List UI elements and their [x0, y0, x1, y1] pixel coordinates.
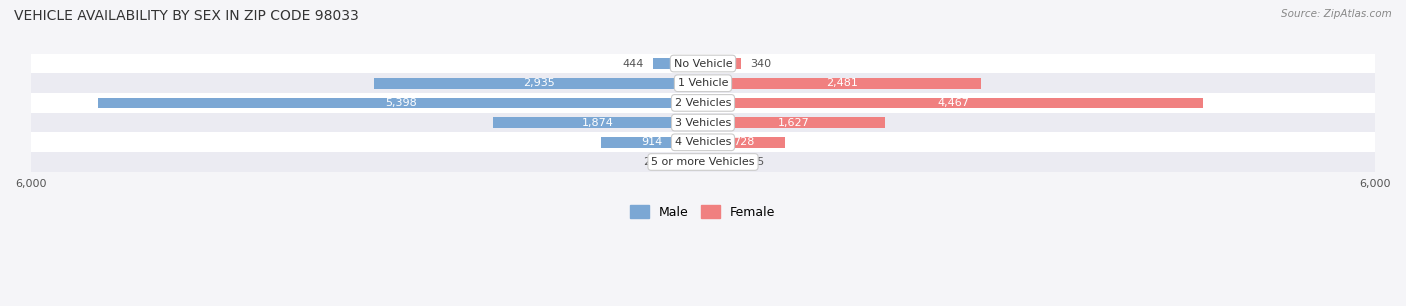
Bar	[703, 117, 886, 128]
Bar	[31, 132, 1375, 152]
Text: Source: ZipAtlas.com: Source: ZipAtlas.com	[1281, 9, 1392, 19]
Bar	[31, 113, 1375, 132]
Bar	[374, 78, 703, 89]
Bar	[600, 137, 703, 148]
Text: 2 Vehicles: 2 Vehicles	[675, 98, 731, 108]
Text: 1 Vehicle: 1 Vehicle	[678, 78, 728, 88]
Text: 275: 275	[742, 157, 763, 167]
Text: 1,627: 1,627	[779, 118, 810, 128]
Bar	[494, 117, 703, 128]
Text: 914: 914	[641, 137, 662, 147]
Bar	[703, 78, 981, 89]
Text: 2,935: 2,935	[523, 78, 554, 88]
Text: 4 Vehicles: 4 Vehicles	[675, 137, 731, 147]
Text: 4,467: 4,467	[938, 98, 969, 108]
Bar	[703, 137, 785, 148]
Bar	[31, 73, 1375, 93]
Text: 340: 340	[749, 58, 770, 69]
Bar	[31, 54, 1375, 73]
Text: VEHICLE AVAILABILITY BY SEX IN ZIP CODE 98033: VEHICLE AVAILABILITY BY SEX IN ZIP CODE …	[14, 9, 359, 23]
Bar	[31, 152, 1375, 172]
Bar	[673, 157, 703, 167]
Legend: Male, Female: Male, Female	[630, 205, 776, 219]
Text: 728: 728	[733, 137, 755, 147]
Bar	[703, 58, 741, 69]
Bar	[654, 58, 703, 69]
Text: No Vehicle: No Vehicle	[673, 58, 733, 69]
Text: 5,398: 5,398	[385, 98, 416, 108]
Bar	[703, 98, 1204, 108]
Text: 444: 444	[623, 58, 644, 69]
Text: 3 Vehicles: 3 Vehicles	[675, 118, 731, 128]
Text: 265: 265	[643, 157, 665, 167]
Text: 1,874: 1,874	[582, 118, 614, 128]
Text: 5 or more Vehicles: 5 or more Vehicles	[651, 157, 755, 167]
Bar	[31, 93, 1375, 113]
Text: 2,481: 2,481	[827, 78, 858, 88]
Bar	[703, 157, 734, 167]
Bar	[98, 98, 703, 108]
